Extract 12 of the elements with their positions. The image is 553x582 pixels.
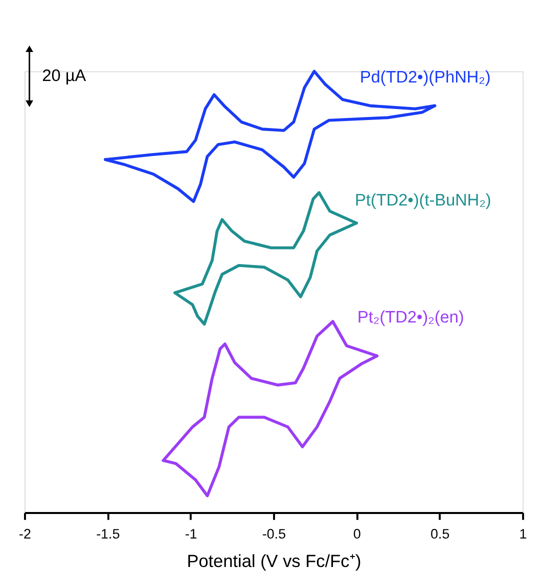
x-axis-title: Potential (V vs Fc/Fc⁺) — [186, 550, 362, 571]
x-tick-label: -0.5 — [262, 526, 286, 542]
series-label: Pt₂(TD2•)₂(en) — [357, 307, 464, 326]
x-tick-label: -1.5 — [96, 526, 120, 542]
x-tick-label: -1 — [184, 526, 198, 542]
series-label: Pt(TD2•)(t-BuNH₂) — [354, 190, 492, 210]
x-tick-label: 1 — [519, 526, 527, 542]
x-tick-label: -2 — [18, 526, 32, 542]
series-label: Pd(TD2•)(PhNH₂) — [360, 67, 491, 86]
x-tick-label: 0 — [353, 526, 362, 542]
annotation: 20 µA — [42, 66, 87, 86]
x-tick-label: 0.5 — [430, 526, 450, 542]
